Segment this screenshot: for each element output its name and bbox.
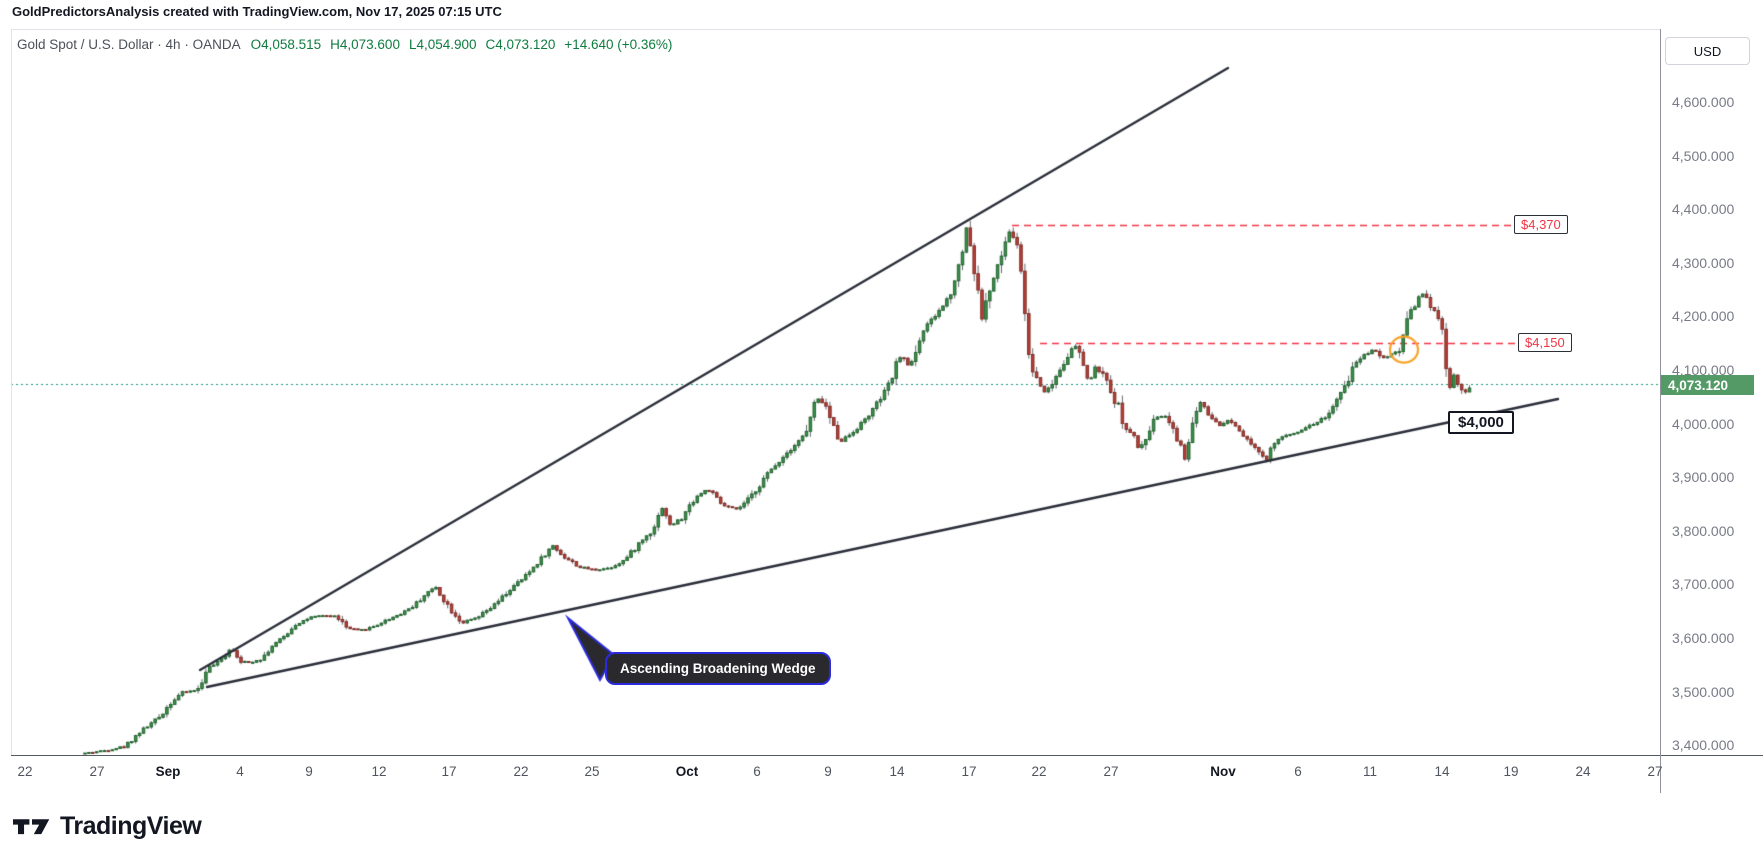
time-tick-label: 22 <box>1031 764 1047 779</box>
resistance-label-4370[interactable]: $4,370 <box>1514 215 1568 235</box>
price-tick-label: 3,800.000 <box>1672 522 1735 539</box>
time-tick-label: 12 <box>371 764 387 779</box>
price-tick-label: 3,500.000 <box>1672 683 1735 700</box>
price-tick-label: 3,900.000 <box>1672 469 1735 486</box>
tradingview-logo-icon <box>13 818 50 834</box>
tradingview-logo-text: TradingView <box>60 812 202 840</box>
price-tick-label: 4,400.000 <box>1672 201 1735 218</box>
pane-border-left <box>11 29 12 755</box>
chart-legend: Gold Spot / U.S. Dollar · 4h · OANDA O4,0… <box>17 37 681 52</box>
price-tick-label: 3,700.000 <box>1672 576 1735 593</box>
price-tick-label: 4,600.000 <box>1672 94 1735 110</box>
time-tick-label: 19 <box>1503 764 1519 779</box>
resistance-label-4150[interactable]: $4,150 <box>1518 333 1572 353</box>
time-tick-label: 27 <box>1103 764 1119 779</box>
price-tick-label: 4,200.000 <box>1672 308 1735 325</box>
current-price-badge: 4,073.120 <box>1661 375 1754 395</box>
time-tick-label: 11 <box>1362 764 1378 779</box>
time-tick-label: 27 <box>1647 764 1663 779</box>
time-tick-label: 4 <box>236 764 244 779</box>
ohlc-low: L4,054.900 <box>408 37 477 52</box>
ohlc-open: O4,058.515 <box>250 37 322 52</box>
price-tick-label: 4,300.000 <box>1672 254 1735 271</box>
time-tick-label: 22 <box>17 764 33 779</box>
time-tick-label: 14 <box>1434 764 1450 779</box>
price-tick-label: 3,600.000 <box>1672 630 1735 646</box>
time-tick-label: 25 <box>584 764 600 779</box>
time-tick-label: 6 <box>1294 764 1302 779</box>
price-scale-border <box>1660 29 1661 793</box>
time-tick-label: 17 <box>441 764 457 779</box>
time-tick-label: 22 <box>513 764 529 779</box>
ohlc-close: C4,073.120 <box>485 37 556 52</box>
ohlc-high: H4,073.600 <box>330 37 400 52</box>
currency-unit-button[interactable]: USD <box>1665 37 1750 65</box>
time-tick-label: 24 <box>1575 764 1591 779</box>
tradingview-logo[interactable]: TradingView <box>13 812 202 841</box>
time-tick-label: 9 <box>824 764 832 779</box>
pattern-annotation-tooltip[interactable]: Ascending Broadening Wedge <box>605 652 831 685</box>
price-tick-label: 4,100.000 <box>1672 362 1735 378</box>
time-tick-label: 27 <box>89 764 105 779</box>
time-tick-month-label: Sep <box>155 764 181 779</box>
time-axis-border <box>11 755 1763 756</box>
time-tick-month-label: Oct <box>675 764 699 779</box>
time-tick-month-label: Nov <box>1210 764 1236 779</box>
symbol-title: Gold Spot / U.S. Dollar · 4h · OANDA <box>17 37 241 52</box>
ohlc-change: +14.640 (+0.36%) <box>564 37 673 52</box>
support-label-4000[interactable]: $4,000 <box>1448 411 1514 434</box>
time-tick-label: 6 <box>753 764 761 779</box>
price-tick-label: 4,000.000 <box>1672 415 1735 432</box>
time-tick-label: 9 <box>305 764 313 779</box>
price-tick-label: 3,400.000 <box>1672 737 1735 754</box>
time-tick-label: 17 <box>961 764 977 779</box>
pane-border-top <box>11 29 1660 30</box>
price-tick-label: 4,500.000 <box>1672 147 1735 164</box>
time-tick-label: 14 <box>889 764 905 779</box>
